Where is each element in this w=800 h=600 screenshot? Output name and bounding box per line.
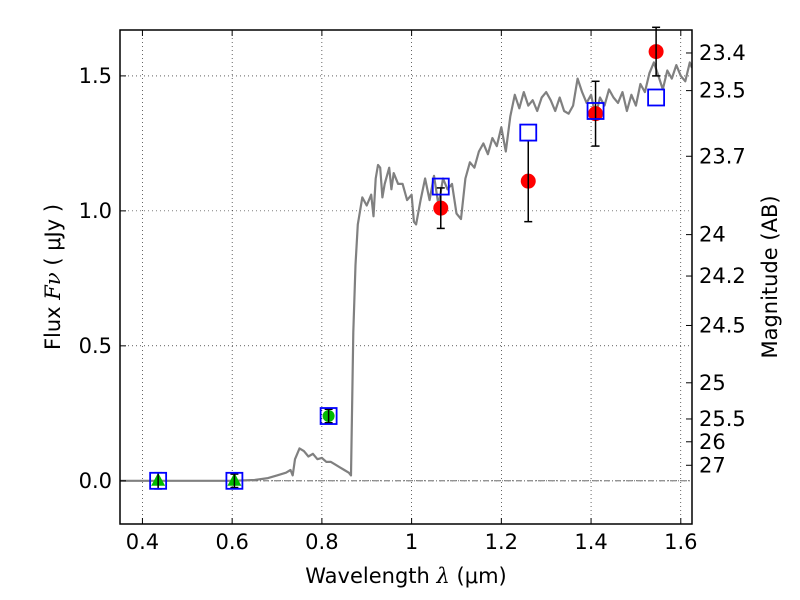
y-tick-label: 0.5 bbox=[79, 334, 112, 358]
y-tick-label: 1.0 bbox=[79, 199, 112, 223]
plot-frame bbox=[119, 29, 693, 525]
mag-tick-label: 25.5 bbox=[699, 407, 746, 431]
mag-tick-label: 23.4 bbox=[699, 41, 746, 65]
mag-tick-label: 24.5 bbox=[699, 313, 746, 337]
blue-square-point bbox=[149, 471, 168, 490]
mag-tick-label: 24.2 bbox=[699, 264, 746, 288]
mag-tick-label: 25 bbox=[699, 371, 726, 395]
x-tick-label: 1 bbox=[405, 530, 418, 554]
x-tick-label: 1.6 bbox=[664, 530, 697, 554]
mag-tick-label: 26 bbox=[699, 430, 726, 454]
mag-tick-label: 24 bbox=[699, 223, 726, 247]
x-tick-label: 0.6 bbox=[215, 530, 248, 554]
mag-tick-label: 27 bbox=[699, 453, 726, 477]
x-tick-label: 1.4 bbox=[574, 530, 607, 554]
blue-square-point bbox=[319, 407, 338, 425]
blue-square-point bbox=[519, 123, 538, 142]
y-axis-label: Flux Fν ( μJy ) bbox=[41, 204, 65, 350]
x-tick-label: 0.8 bbox=[305, 530, 338, 554]
blue-square-point bbox=[586, 102, 605, 120]
blue-square-point bbox=[431, 177, 450, 196]
blue-square-point bbox=[225, 471, 244, 490]
y-tick-label: 0.0 bbox=[79, 469, 112, 493]
axis-ticks: 0.4 0.6 0.8 1 1.2 1.4 1.6 0.0 0.5 1.0 1.5 23.4 23.5 2… bbox=[79, 30, 746, 554]
mag-tick-label: 23.7 bbox=[699, 144, 746, 168]
y2-axis-label: Magnitude (AB) bbox=[758, 195, 782, 358]
x-tick-label: 0.4 bbox=[126, 530, 159, 554]
y-tick-label: 1.5 bbox=[79, 64, 112, 88]
x-tick-label: 1.2 bbox=[485, 530, 518, 554]
spectrum-line bbox=[120, 61, 692, 482]
grid-lines bbox=[120, 30, 692, 524]
mag-tick-label: 23.5 bbox=[699, 79, 746, 103]
x-axis-label: Wavelength λ (μm) bbox=[305, 564, 506, 588]
data-markers bbox=[149, 26, 666, 490]
model-spectrum bbox=[120, 61, 692, 482]
blue-square-point bbox=[647, 88, 666, 107]
